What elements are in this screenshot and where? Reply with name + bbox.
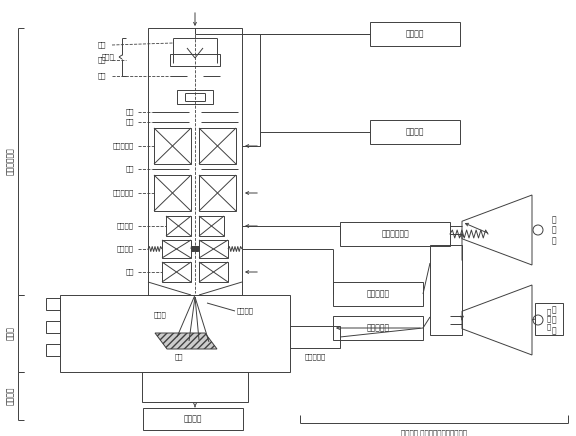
Bar [199,262,228,282]
Bar [177,90,213,104]
Text: 高压电源: 高压电源 [406,30,425,38]
Bar [535,303,563,335]
Text: 电子束: 电子束 [154,312,166,318]
Text: 电子枪: 电子枪 [101,54,115,60]
Text: 光阑: 光阑 [126,109,134,115]
Bar [199,216,224,236]
Bar [154,128,191,164]
Text: 消象散器: 消象散器 [117,223,134,229]
Bar [142,372,248,402]
Bar [370,120,460,144]
Bar [333,316,423,340]
Text: 光阑: 光阑 [126,166,134,172]
Text: 阴极: 阴极 [98,42,107,48]
Text: 样品室: 样品室 [6,327,14,341]
Text: 第二聚光镜: 第二聚光镜 [113,190,134,196]
Polygon shape [155,333,217,349]
Bar [154,175,191,211]
Bar [199,240,228,258]
Bar [162,240,191,258]
Text: 物镜: 物镜 [126,269,134,275]
Text: 视频放大器: 视频放大器 [366,324,389,333]
Text: 显
象
管: 显 象 管 [552,305,556,335]
Text: 扫描发生器: 扫描发生器 [366,290,389,299]
Bar [162,262,191,282]
Text: 信号检测 放大显示系统及电源系统: 信号检测 放大显示系统及电源系统 [401,430,467,436]
Text: 阳极: 阳极 [98,73,107,79]
Bar [370,22,460,46]
Bar [333,282,423,306]
Text: 试样: 试样 [175,354,183,360]
Text: 栅极: 栅极 [98,57,107,63]
Text: 光阑: 光阑 [126,119,134,125]
Text: 第一聚光镜: 第一聚光镜 [113,143,134,149]
Text: 显
象
管: 显 象 管 [552,215,556,245]
Bar [46,344,60,357]
Bar [290,326,340,348]
Bar [199,128,236,164]
Text: 透镜电源: 透镜电源 [406,127,425,136]
Bar [143,408,243,430]
Text: 物镜光阑: 物镜光阑 [237,308,254,314]
Bar [46,321,60,334]
Bar [340,222,450,246]
Text: 扫描线圈: 扫描线圈 [117,246,134,252]
Bar [430,245,462,335]
Text: 真空系统: 真空系统 [184,415,202,423]
Bar [166,216,191,236]
Bar [199,175,236,211]
Text: 电子光学镜筒: 电子光学镜筒 [6,148,14,175]
Bar [60,295,290,372]
Text: 光电信增管: 光电信增管 [304,354,325,360]
Text: 照
相
机: 照 相 机 [547,308,551,330]
Bar [148,28,242,295]
Bar [170,54,220,66]
Text: 真空系统: 真空系统 [6,387,14,405]
Text: 消象散器电源: 消象散器电源 [381,229,409,238]
Bar [46,298,60,310]
